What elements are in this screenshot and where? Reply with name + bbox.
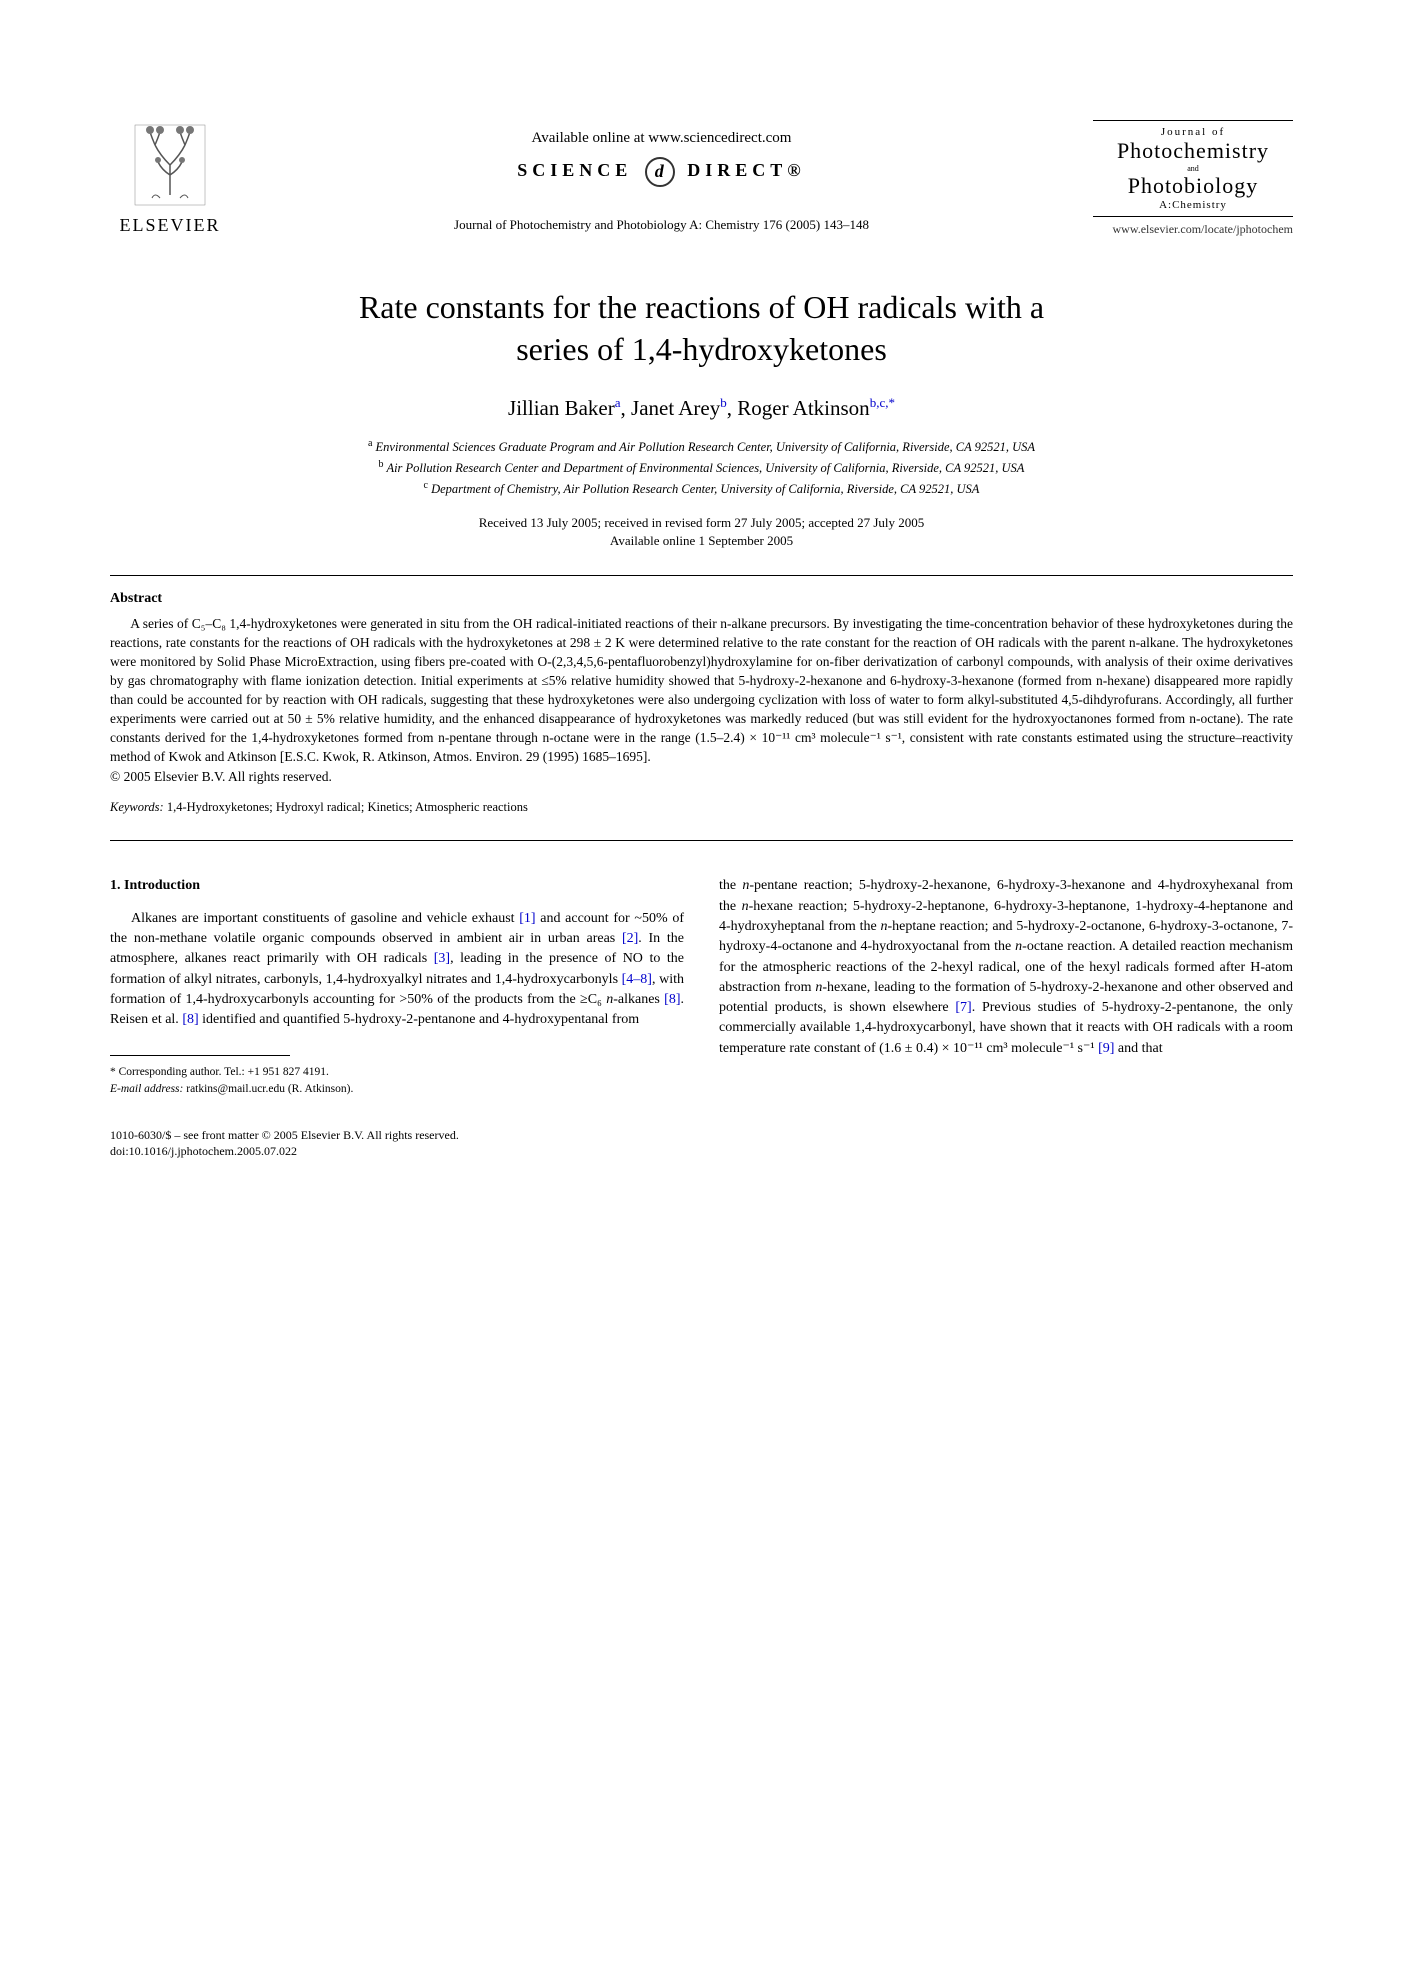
keywords-text: 1,4-Hydroxyketones; Hydroxyl radical; Ki…	[164, 800, 528, 814]
title-line-2: series of 1,4-hydroxyketones	[516, 331, 887, 367]
email-address: ratkins@mail.ucr.edu (R. Atkinson).	[183, 1083, 353, 1095]
elsevier-tree-icon	[130, 120, 210, 210]
affiliation-a: Environmental Sciences Graduate Program …	[376, 440, 1036, 454]
ref-link[interactable]: [7]	[955, 1000, 971, 1015]
author-1: Jillian Baker	[508, 396, 615, 420]
left-column: 1. Introduction Alkanes are important co…	[110, 876, 684, 1096]
header-row: ELSEVIER Available online at www.science…	[110, 120, 1293, 237]
sciencedirect-logo: SCIENCE DIRECT®	[230, 157, 1093, 187]
keywords-line: Keywords: 1,4-Hydroxyketones; Hydroxyl r…	[110, 800, 1293, 815]
available-online-text: Available online at www.sciencedirect.co…	[230, 130, 1093, 147]
ref-link[interactable]: [1]	[519, 911, 535, 926]
ref-link[interactable]: [2]	[622, 931, 638, 946]
dates-block: Received 13 July 2005; received in revis…	[110, 514, 1293, 550]
ref-link[interactable]: [8]	[182, 1012, 198, 1027]
journal-of-label: Journal of	[1093, 126, 1293, 138]
affiliation-c: Department of Chemistry, Air Pollution R…	[431, 482, 979, 496]
journal-title-box: Journal of Photochemistry and Photobiolo…	[1093, 120, 1293, 217]
photochemistry-label: Photochemistry	[1093, 138, 1293, 164]
journal-reference: Journal of Photochemistry and Photobiolo…	[230, 217, 1093, 233]
front-matter-line: 1010-6030/$ – see front matter © 2005 El…	[110, 1127, 1293, 1144]
ref-link[interactable]: [9]	[1098, 1041, 1114, 1056]
publisher-block: ELSEVIER	[110, 120, 230, 236]
abstract-text: A series of C₅–C₈ 1,4-hydroxyketones wer…	[110, 615, 1293, 766]
intro-paragraph-right: the n-pentane reaction; 5-hydroxy-2-hexa…	[719, 876, 1293, 1059]
right-column: the n-pentane reaction; 5-hydroxy-2-hexa…	[719, 876, 1293, 1096]
sd-post: DIRECT®	[687, 160, 805, 180]
author-3: Roger Atkinson	[737, 396, 869, 420]
sciencedirect-d-icon	[645, 157, 675, 187]
author-2: Janet Arey	[631, 396, 720, 420]
author-3-affil: b,c,*	[870, 395, 895, 410]
divider-rule-2	[110, 840, 1293, 841]
a-chemistry-label: A:Chemistry	[1093, 199, 1293, 211]
ref-link[interactable]: [3]	[434, 951, 450, 966]
intro-heading: 1. Introduction	[110, 876, 684, 896]
bottom-matter: 1010-6030/$ – see front matter © 2005 El…	[110, 1127, 1293, 1161]
footnotes-block: * Corresponding author. Tel.: +1 951 827…	[110, 1064, 684, 1096]
sd-pre: SCIENCE	[517, 160, 632, 180]
author-1-affil: a	[615, 395, 621, 410]
intro-paragraph-left: Alkanes are important constituents of ga…	[110, 909, 684, 1031]
copyright-line: © 2005 Elsevier B.V. All rights reserved…	[110, 769, 1293, 785]
keywords-label: Keywords:	[110, 800, 164, 814]
online-date: Available online 1 September 2005	[610, 533, 793, 548]
authors-line: Jillian Bakera, Janet Areyb, Roger Atkin…	[110, 395, 1293, 421]
ref-link[interactable]: [4–8]	[622, 972, 652, 987]
author-2-affil: b	[720, 395, 727, 410]
doi-line: doi:10.1016/j.jphotochem.2005.07.022	[110, 1143, 1293, 1160]
footnote-rule	[110, 1055, 290, 1056]
abstract-heading: Abstract	[110, 591, 1293, 607]
and-label: and	[1093, 164, 1293, 173]
ref-link[interactable]: [8]	[664, 992, 680, 1007]
journal-box-wrapper: Journal of Photochemistry and Photobiolo…	[1093, 120, 1293, 237]
title-line-1: Rate constants for the reactions of OH r…	[359, 289, 1044, 325]
received-date: Received 13 July 2005; received in revis…	[479, 515, 925, 530]
two-column-body: 1. Introduction Alkanes are important co…	[110, 876, 1293, 1096]
email-line: E-mail address: ratkins@mail.ucr.edu (R.…	[110, 1081, 684, 1097]
photobiology-label: Photobiology	[1093, 173, 1293, 199]
email-label: E-mail address:	[110, 1083, 183, 1095]
article-title: Rate constants for the reactions of OH r…	[110, 287, 1293, 370]
corresponding-author: * Corresponding author. Tel.: +1 951 827…	[110, 1064, 684, 1080]
journal-url: www.elsevier.com/locate/jphotochem	[1093, 222, 1293, 237]
center-header: Available online at www.sciencedirect.co…	[230, 120, 1093, 233]
affiliation-b: Air Pollution Research Center and Depart…	[386, 461, 1024, 475]
divider-rule	[110, 575, 1293, 576]
affiliations-block: a Environmental Sciences Graduate Progra…	[110, 436, 1293, 499]
publisher-name: ELSEVIER	[120, 215, 221, 236]
